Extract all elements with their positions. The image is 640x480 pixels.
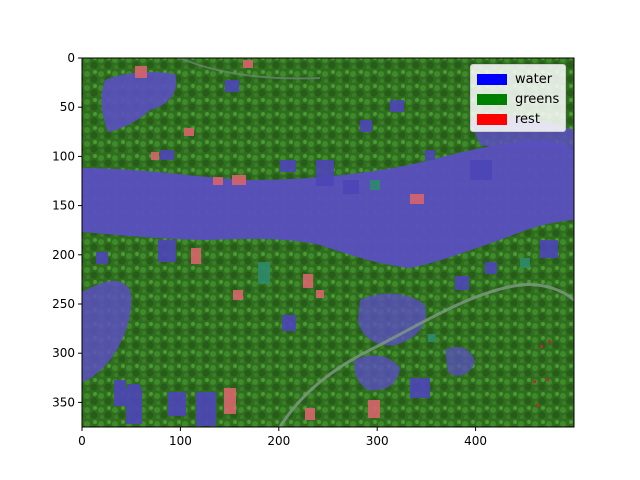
legend: water greens rest [470,64,566,132]
legend-label-water: water [515,71,553,87]
legend-item-rest: rest [477,109,559,129]
plot-frame [81,57,575,428]
top-road [179,58,321,80]
x-tick-label: 400 [464,434,487,448]
y-tick-label: 300 [52,346,75,360]
y-tick-label: 100 [52,149,75,163]
legend-swatch-greens [477,93,507,105]
x-tick-label: 200 [267,434,290,448]
legend-label-greens: greens [515,91,560,107]
y-tick-label: 350 [52,395,75,409]
river-water [82,141,574,268]
legend-item-greens: greens [477,89,559,109]
y-tick-label: 150 [52,199,75,213]
legend-swatch-water [477,73,507,85]
right-lower-water [445,346,475,376]
bottom-water [354,355,400,391]
y-tick-label: 200 [52,248,75,262]
left-lower-water [82,280,132,382]
y-tick-label: 50 [60,100,75,114]
y-tick-label: 250 [52,297,75,311]
upper-water [101,72,177,132]
legend-swatch-rest [477,113,507,125]
x-axis: 0 100 200 300 400 [78,427,487,448]
road [278,282,574,427]
y-axis: 0 50 100 150 200 250 300 350 [52,51,82,409]
x-tick-label: 0 [78,434,86,448]
y-tick-label: 0 [67,51,75,65]
legend-label-rest: rest [515,111,540,127]
center-lower-water [358,293,426,346]
violet-rooftops [96,80,558,426]
legend-item-water: water [477,69,559,89]
x-tick-label: 300 [366,434,389,448]
teal-spots [258,180,530,342]
rest-rooftops [135,60,424,420]
red-marks [533,340,551,407]
x-tick-label: 100 [169,434,192,448]
